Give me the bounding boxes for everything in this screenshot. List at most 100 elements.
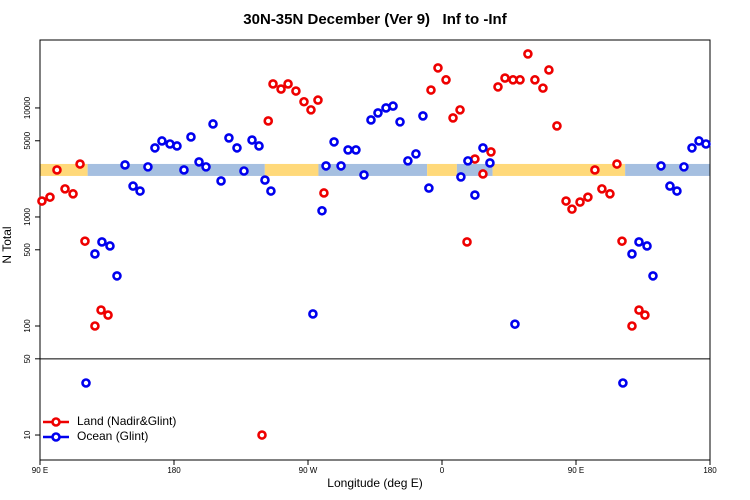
- surface-band: [40, 163, 88, 176]
- data-point: [612, 159, 622, 169]
- surface-band: [87, 163, 265, 176]
- data-point: [672, 186, 682, 196]
- data-point: [172, 141, 182, 151]
- data-point: [45, 192, 55, 202]
- data-point: [97, 237, 107, 247]
- data-point: [701, 139, 711, 149]
- data-point: [96, 305, 106, 315]
- x-tick-label: 90 E: [568, 466, 584, 475]
- data-point: [194, 157, 204, 167]
- data-point: [426, 85, 436, 95]
- data-point: [530, 75, 540, 85]
- data-point: [605, 189, 615, 199]
- data-point: [403, 156, 413, 166]
- legend-marker: [51, 417, 61, 427]
- data-point: [463, 156, 473, 166]
- data-point: [462, 237, 472, 247]
- data-point: [80, 236, 90, 246]
- data-point: [478, 143, 488, 153]
- data-point: [634, 305, 644, 315]
- data-point: [90, 249, 100, 259]
- data-point: [486, 147, 496, 157]
- data-point: [157, 136, 167, 146]
- data-point: [343, 145, 353, 155]
- x-axis-label: Longitude (deg E): [327, 476, 422, 490]
- data-point: [656, 161, 666, 171]
- data-point: [567, 204, 577, 214]
- y-tick-label: 500: [23, 243, 32, 257]
- data-point: [208, 119, 218, 129]
- data-point: [81, 378, 91, 388]
- data-point: [329, 137, 339, 147]
- data-point: [351, 145, 361, 155]
- legend-label: Land (Nadir&Glint): [77, 414, 176, 428]
- data-point: [665, 181, 675, 191]
- data-point: [544, 65, 554, 75]
- data-point: [590, 165, 600, 175]
- data-point: [321, 161, 331, 171]
- y-tick-label: 1000: [23, 208, 32, 226]
- data-point: [470, 190, 480, 200]
- data-point: [257, 430, 267, 440]
- data-point: [648, 271, 658, 281]
- data-point: [291, 86, 301, 96]
- data-point: [68, 189, 78, 199]
- data-point: [411, 149, 421, 159]
- y-tick-label: 10000: [23, 96, 32, 119]
- data-point: [319, 188, 329, 198]
- data-point: [263, 116, 274, 126]
- x-tick-label: 90 E: [32, 466, 48, 475]
- data-point: [60, 184, 70, 194]
- data-point: [433, 63, 443, 73]
- data-point: [485, 158, 495, 168]
- data-point: [239, 166, 249, 176]
- data-point: [583, 192, 593, 202]
- x-tick-label: 0: [440, 466, 445, 475]
- data-point: [418, 111, 428, 121]
- data-point: [523, 49, 533, 59]
- data-point: [575, 197, 585, 207]
- data-point: [37, 196, 47, 206]
- surface-band: [625, 163, 710, 176]
- data-point: [105, 241, 115, 251]
- data-point: [679, 162, 689, 172]
- data-point: [232, 143, 242, 153]
- data-point: [424, 183, 434, 193]
- data-point: [90, 321, 100, 331]
- chart-title: 30N-35N December (Ver 9) Inf to -Inf: [243, 11, 507, 28]
- surface-band: [264, 163, 319, 176]
- surface-band: [427, 163, 457, 176]
- data-point: [642, 241, 652, 251]
- data-point: [441, 75, 451, 85]
- data-point: [687, 143, 697, 153]
- data-point: [366, 115, 376, 125]
- data-point: [201, 162, 211, 172]
- legend: Land (Nadir&Glint)Ocean (Glint): [43, 414, 176, 443]
- data-point: [112, 271, 122, 281]
- legend-label: Ocean (Glint): [77, 429, 148, 443]
- data-point: [634, 237, 644, 247]
- data-point: [143, 162, 153, 172]
- data-point: [618, 378, 628, 388]
- data-point: [373, 108, 383, 118]
- y-tick-label: 50: [23, 354, 32, 363]
- data-point: [52, 165, 62, 175]
- data-point: [75, 159, 85, 169]
- data-point: [515, 75, 525, 85]
- data-point: [254, 141, 264, 151]
- data-point: [128, 181, 138, 191]
- surface-band: [318, 163, 428, 176]
- legend-marker: [51, 432, 61, 442]
- data-point: [299, 96, 309, 107]
- data-point: [224, 133, 234, 143]
- data-point: [478, 169, 488, 179]
- y-axis-label: N Total: [0, 226, 14, 263]
- data-point: [538, 83, 548, 93]
- data-point: [216, 176, 226, 186]
- data-point: [306, 105, 316, 115]
- data-point: [179, 165, 189, 175]
- data-point: [627, 321, 637, 331]
- data-point: [493, 82, 503, 92]
